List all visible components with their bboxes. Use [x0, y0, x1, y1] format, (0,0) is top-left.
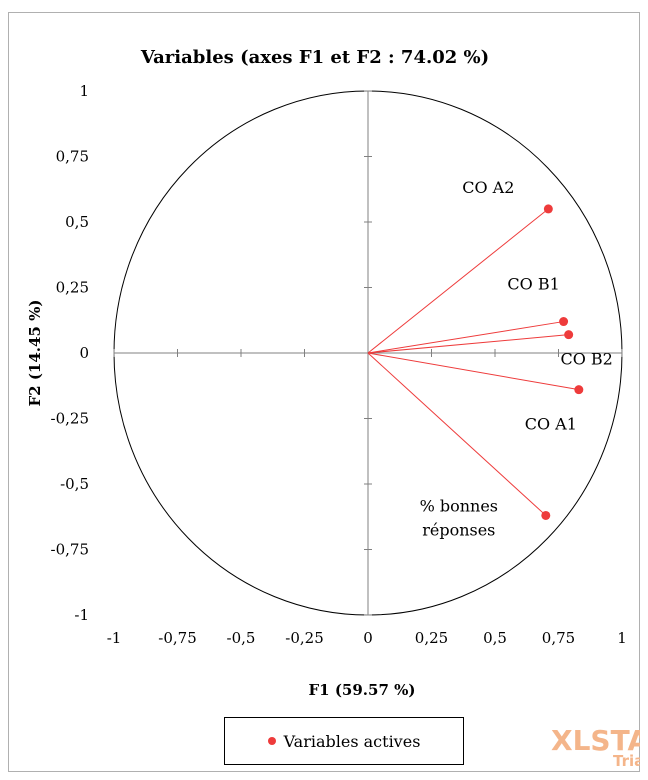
legend: Variables actives: [224, 717, 464, 765]
x-tick-label: 0,75: [542, 629, 575, 647]
y-tick-label: -1: [74, 606, 89, 624]
point-label-line: CO A2: [462, 178, 514, 197]
chart-svg: Variables (axes F1 et F2 : 74.02 %) -1 -0…: [26, 47, 627, 699]
point-label-line: CO B1: [507, 275, 559, 294]
point-label: CO A2: [462, 178, 514, 197]
vector-line: [367, 352, 579, 391]
x-axis-title: F1 (59.57 %): [309, 681, 416, 699]
point-label-line: % bonnes: [420, 496, 498, 515]
point-label-line: CO B2: [560, 350, 612, 369]
point-label: CO B2: [560, 350, 612, 369]
x-tick-label: -0,75: [158, 629, 196, 647]
x-tick-label: -0,5: [227, 629, 256, 647]
point-label: CO B1: [507, 275, 559, 294]
data-point: [564, 330, 574, 340]
legend-marker-variables-actives: [267, 737, 276, 745]
y-tick-label: -0,25: [51, 410, 89, 428]
point-label: CO A1: [525, 415, 577, 434]
legend-label: Variables actives: [283, 731, 421, 751]
x-tick-label: 0: [363, 629, 373, 647]
point-label-line: réponses: [422, 520, 495, 539]
chart-frame: Variables (axes F1 et F2 : 74.02 %) -1 -0…: [8, 12, 640, 772]
chart-title: Variables (axes F1 et F2 : 74.02 %): [140, 47, 489, 68]
data-point: [559, 317, 569, 327]
x-tick-label: -0,25: [285, 629, 323, 647]
x-tick-label: 1: [617, 629, 627, 647]
vector-line: [367, 208, 549, 354]
y-axis-title: F2 (14.45 %): [26, 300, 44, 407]
vector-line: [367, 321, 564, 354]
data-point: [543, 204, 553, 214]
y-tick-label: 0,25: [56, 279, 89, 297]
y-tick-label: 0: [79, 344, 89, 362]
vector-line: [367, 334, 569, 354]
data-point: [541, 510, 551, 520]
x-tick-label: 0,25: [415, 629, 448, 647]
point-label-line: CO A1: [525, 415, 577, 434]
y-tick-label: 1: [79, 82, 89, 100]
watermark-sub: Triat: [613, 752, 640, 770]
data-point: [574, 385, 584, 395]
y-tick-label: 0,75: [56, 148, 89, 166]
y-tick-label: -0,5: [60, 475, 89, 493]
y-tick-label: 0,5: [65, 213, 89, 231]
x-tick-label: -1: [107, 629, 122, 647]
x-tick-label: 0,5: [483, 629, 507, 647]
vector-line: [367, 352, 547, 516]
point-label: % bonnes réponses: [420, 496, 498, 539]
y-tick-label: -0,75: [51, 541, 89, 559]
